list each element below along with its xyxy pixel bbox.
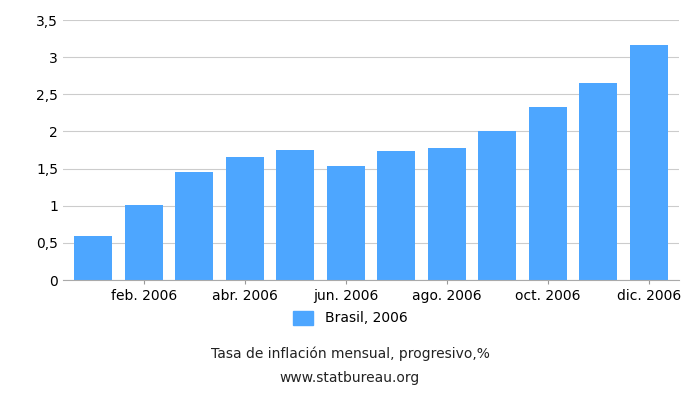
Bar <box>428 148 466 280</box>
Bar <box>630 45 668 280</box>
Legend: Brasil, 2006: Brasil, 2006 <box>287 305 413 331</box>
Bar <box>377 151 415 280</box>
Bar <box>327 166 365 280</box>
Bar <box>478 131 516 280</box>
Bar <box>175 172 214 280</box>
Bar <box>528 107 567 280</box>
Bar <box>125 205 162 280</box>
Bar <box>226 157 264 280</box>
Text: www.statbureau.org: www.statbureau.org <box>280 371 420 385</box>
Bar <box>580 83 617 280</box>
Text: Tasa de inflación mensual, progresivo,%: Tasa de inflación mensual, progresivo,% <box>211 347 489 361</box>
Bar <box>74 236 112 280</box>
Bar <box>276 150 314 280</box>
